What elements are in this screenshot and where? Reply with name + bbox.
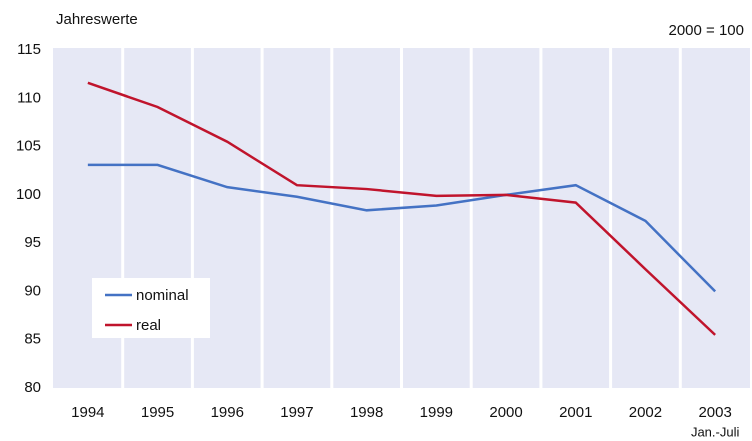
series-line	[87, 81, 717, 336]
legend-label: real	[136, 317, 161, 334]
chart-title: Jahreswerte	[56, 11, 138, 28]
x-tick-label: 1995	[141, 404, 174, 421]
legend-label: nominal	[136, 287, 189, 304]
x-tick-label: 2003	[698, 404, 731, 421]
y-tick-label: 105	[16, 138, 41, 155]
series-line	[87, 163, 717, 293]
x-tick-label: 1997	[280, 404, 313, 421]
x-tick-label: 2002	[629, 404, 662, 421]
legend-box	[92, 278, 210, 338]
y-tick-label: 85	[24, 331, 41, 348]
x-tick-label: 2000	[489, 404, 522, 421]
x-tick-label: 1996	[211, 404, 244, 421]
x-tick-label: 1999	[420, 404, 453, 421]
y-tick-label: 115	[17, 41, 41, 58]
x-tick-label: 1994	[71, 404, 104, 421]
y-tick-label: 100	[16, 186, 41, 203]
y-tick-label: 95	[24, 234, 41, 251]
x-tick-label: 2001	[559, 404, 592, 421]
chart-note: 2000 = 100	[669, 22, 745, 39]
y-tick-label: 110	[17, 89, 41, 106]
x-note: Jan.-Juli	[691, 424, 740, 439]
y-tick-label: 90	[24, 282, 41, 299]
y-tick-label: 80	[24, 379, 41, 396]
x-tick-label: 1998	[350, 404, 383, 421]
